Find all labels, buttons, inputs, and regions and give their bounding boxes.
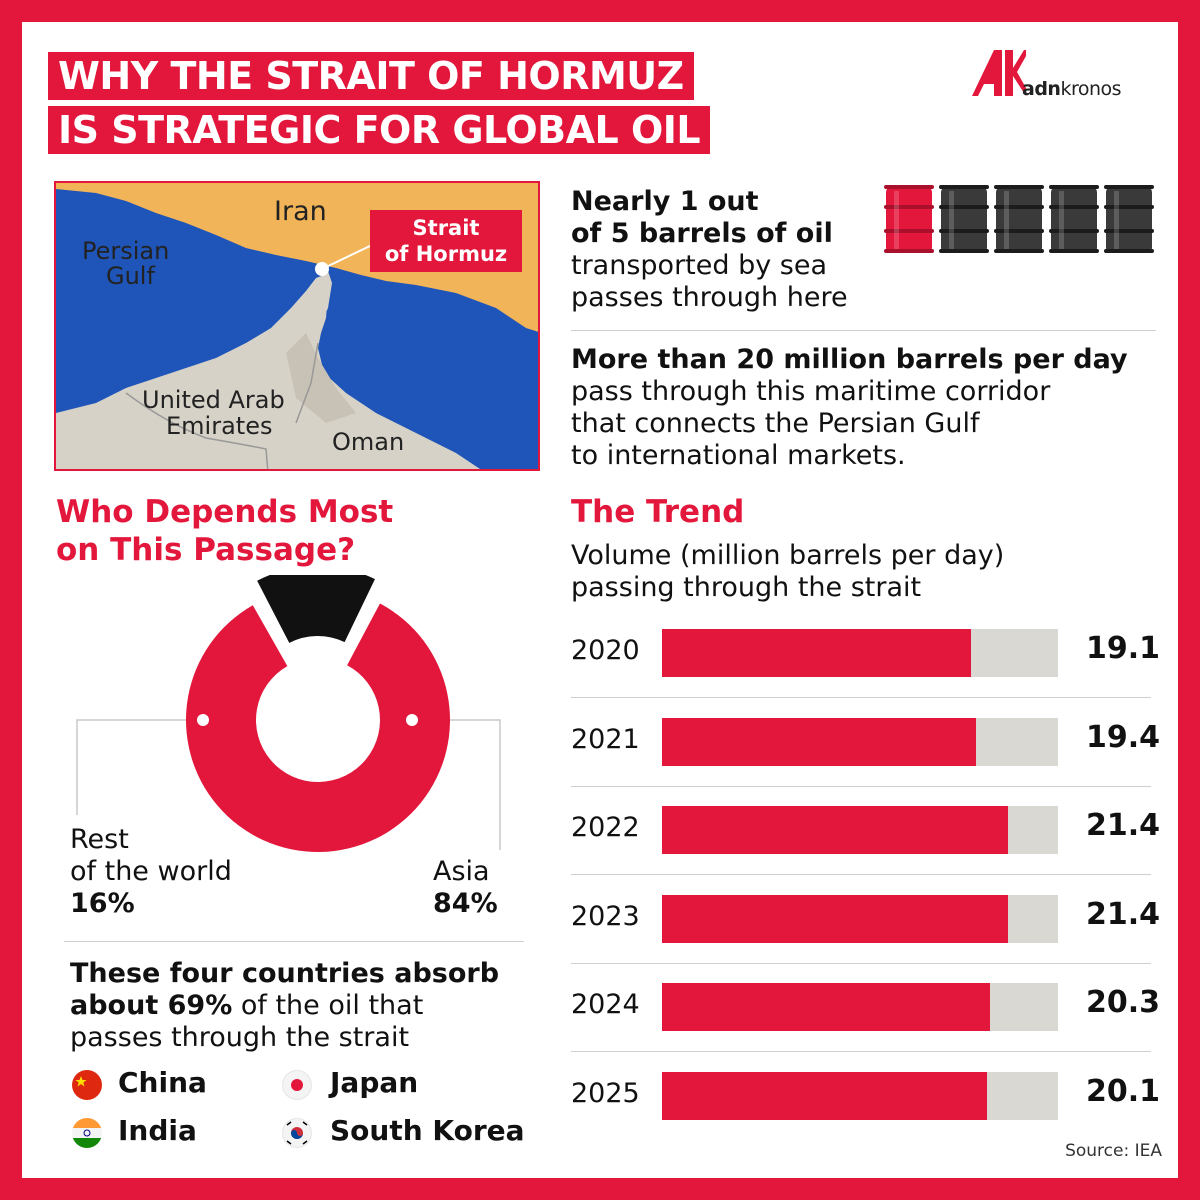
countries-text-1: These four countries absorb (70, 958, 500, 989)
trend-bar-track (662, 894, 1058, 943)
barrels-text-4: passes through here (571, 282, 848, 313)
donut-marker-rest (197, 714, 209, 726)
trend-bar (662, 629, 971, 677)
south-korea-flag-icon (282, 1118, 312, 1148)
trend-subtitle-2: passing through the strait (571, 572, 922, 603)
trend-subtitle-1: Volume (million barrels per day) (571, 540, 1005, 571)
map-label-persian-gulf-1: Persian (82, 237, 170, 265)
volume-text-1: More than 20 million barrels per day (571, 344, 1128, 375)
countries-text-2b: of the oil that (232, 990, 424, 1021)
oil-barrel-icon (994, 185, 1044, 253)
barrels-text-1: Nearly 1 out (571, 186, 759, 217)
separator (571, 697, 1151, 698)
trend-year-label: 2024 (571, 989, 640, 1020)
country-south-korea: South Korea (330, 1114, 525, 1147)
oil-barrel-icon (1049, 185, 1099, 253)
separator (571, 874, 1151, 875)
separator (571, 330, 1156, 331)
separator (571, 1051, 1151, 1052)
separator (64, 941, 524, 942)
volume-text-3: that connects the Persian Gulf (571, 408, 980, 439)
trend-bar (662, 1071, 987, 1120)
country-india: India (118, 1114, 197, 1147)
oil-barrel-icon (884, 185, 934, 253)
strait-label-1: Strait (412, 216, 480, 240)
trend-value-label: 20.1 (1085, 1073, 1160, 1109)
rest-pct: 16% (70, 888, 135, 919)
trend-year-label: 2025 (571, 1077, 640, 1109)
rest-label-2: of the world (70, 856, 232, 887)
country-japan: Japan (330, 1066, 419, 1099)
barrels-text-2: of 5 barrels of oil (571, 218, 833, 249)
depends-heading-2: on This Passage? (56, 532, 356, 568)
trend-bar (662, 983, 991, 1031)
oil-barrel-icon (1104, 185, 1154, 253)
trend-bar (662, 894, 1008, 943)
trend-bar (662, 717, 976, 766)
trend-value-label: 21.4 (1085, 896, 1160, 932)
japan-flag-icon (282, 1070, 312, 1100)
logo-wordmark-bold: adn (1022, 78, 1061, 100)
trend-bar-track (662, 629, 1058, 677)
trend-bar-track (662, 806, 1058, 854)
barrels-icons (884, 185, 1154, 253)
source-note: Source: IEA (1065, 1141, 1162, 1161)
ak-logo-icon (972, 50, 1026, 96)
barrels-text-3: transported by sea (571, 250, 828, 281)
trend-year-label: 2021 (571, 723, 640, 755)
strait-label-2: of Hormuz (384, 242, 508, 266)
oil-barrel-icon (939, 185, 989, 253)
trend-value-label: 21.4 (1085, 808, 1160, 843)
trend-year-label: 2023 (571, 900, 640, 932)
asia-label: Asia (433, 856, 490, 887)
adnkronos-logo: adnkronos (972, 48, 1152, 100)
title-line-1: WHY THE STRAIT OF HORMUZ (48, 52, 694, 100)
map-label-iran: Iran (274, 196, 327, 227)
trend-bar (662, 806, 1008, 854)
trend-bar-track (662, 983, 1058, 1031)
countries-text-3: passes through the strait (70, 1022, 410, 1053)
china-flag-icon (72, 1070, 102, 1100)
volume-text-2: pass through this maritime corridor (571, 376, 1051, 407)
india-flag-icon (72, 1118, 102, 1148)
volume-text-4: to international markets. (571, 440, 906, 471)
separator (571, 785, 1151, 787)
trend-value-label: 19.1 (1085, 631, 1160, 666)
map-label-uae-1: United Arab (142, 386, 285, 414)
countries-pct: about 69% (70, 990, 233, 1021)
trend-bar-track (662, 717, 1058, 766)
logo-wordmark-rest: kronos (1060, 78, 1122, 100)
country-china: China (118, 1066, 207, 1099)
donut-chart (76, 575, 501, 852)
countries-text-2: about 69% of the oil that (70, 990, 423, 1022)
donut-slice-rest-of-world (257, 575, 375, 643)
trend-year-label: 2022 (571, 812, 640, 843)
donut-slice-asia (186, 603, 450, 852)
donut-marker-asia (406, 714, 418, 726)
logo-wordmark: adnkronos (1022, 78, 1122, 100)
title-line-2: IS STRATEGIC FOR GLOBAL OIL (48, 106, 711, 154)
trend-value-label: 20.3 (1085, 985, 1160, 1020)
separator (571, 962, 1151, 964)
trend-year-label: 2020 (571, 635, 640, 666)
trend-heading: The Trend (571, 494, 745, 530)
asia-pct: 84% (433, 888, 498, 919)
rest-label-1: Rest (70, 824, 129, 855)
map-label-persian-gulf-2: Gulf (106, 262, 155, 290)
trend-bar-track (662, 1071, 1058, 1120)
map-label-uae-2: Emirates (166, 412, 273, 440)
depends-heading-1: Who Depends Most (56, 494, 394, 530)
trend-value-label: 19.4 (1085, 719, 1160, 755)
strait-label-box: Strait of Hormuz (370, 210, 522, 272)
map-label-oman: Oman (332, 428, 405, 456)
